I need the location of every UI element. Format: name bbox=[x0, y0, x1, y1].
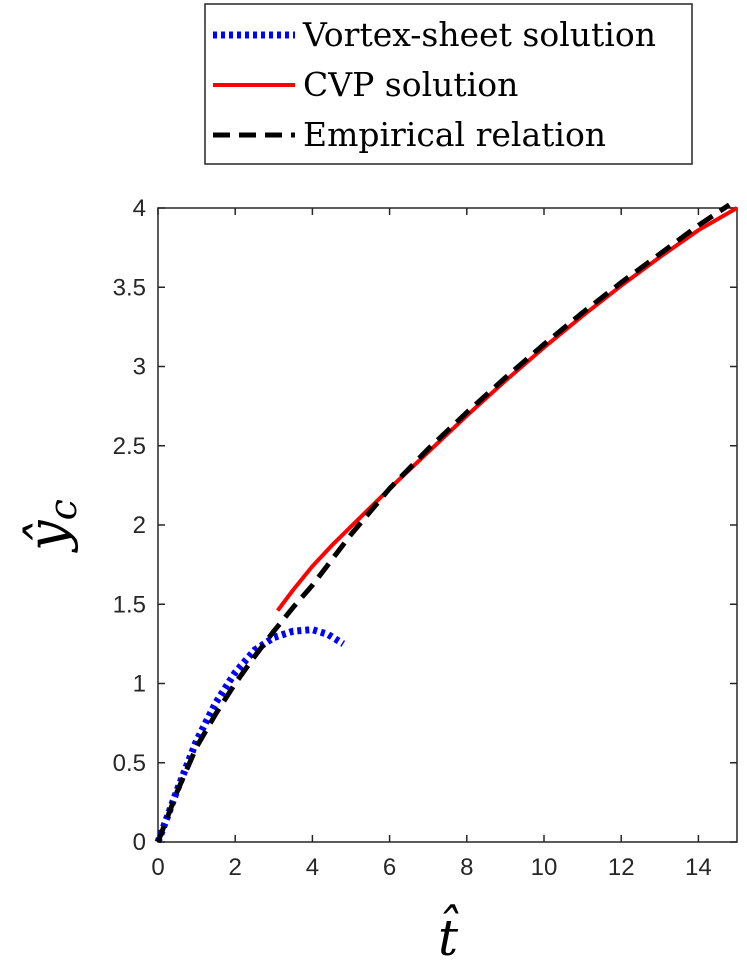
tick-marks bbox=[157, 207, 737, 843]
y-tick-label: 3 bbox=[133, 354, 146, 381]
legend-label-0: Vortex-sheet solution bbox=[302, 15, 656, 54]
y-tick-label: 4 bbox=[133, 195, 146, 222]
y-tick-label: 0.5 bbox=[113, 750, 146, 777]
y-tick-label: 1.5 bbox=[113, 591, 146, 618]
x-axis-label-text: t̂ bbox=[438, 903, 459, 964]
y-tick-label: 2 bbox=[133, 512, 146, 539]
legend-label-1: CVP solution bbox=[303, 65, 518, 104]
x-axis-label: t̂ bbox=[438, 903, 459, 964]
x-tick-label: 8 bbox=[460, 854, 473, 881]
y-axis-label-sub: c bbox=[41, 499, 85, 520]
y-tick-label: 3.5 bbox=[113, 274, 146, 301]
y-tick-label: 2.5 bbox=[113, 433, 146, 460]
x-tick-label: 2 bbox=[229, 854, 242, 881]
legend: Vortex-sheet solution CVP solution Empiric… bbox=[204, 3, 693, 165]
x-tick-label: 4 bbox=[306, 854, 319, 881]
x-tick-label: 0 bbox=[151, 854, 164, 881]
y-axis-label: ŷc bbox=[16, 499, 85, 553]
x-tick-labels: 0 2 4 6 8 10 12 14 bbox=[151, 854, 711, 881]
x-tick-label: 10 bbox=[531, 854, 558, 881]
y-tick-label: 1 bbox=[133, 671, 146, 698]
y-tick-labels: 0 0.5 1 1.5 2 2.5 3 3.5 4 bbox=[113, 195, 146, 856]
legend-entries: Vortex-sheet solution CVP solution Empiric… bbox=[213, 15, 656, 154]
svg-text:ŷc: ŷc bbox=[16, 499, 85, 553]
x-tick-label: 6 bbox=[383, 854, 396, 881]
plot-area-frame bbox=[157, 207, 738, 843]
y-tick-label: 0 bbox=[133, 829, 146, 856]
x-tick-label: 14 bbox=[685, 854, 712, 881]
y-axis-label-base: ŷ bbox=[16, 519, 79, 553]
legend-label-2: Empirical relation bbox=[303, 115, 606, 154]
series-layer bbox=[154, 202, 738, 844]
series-line-2 bbox=[155, 202, 731, 843]
x-tick-label: 12 bbox=[608, 854, 635, 881]
